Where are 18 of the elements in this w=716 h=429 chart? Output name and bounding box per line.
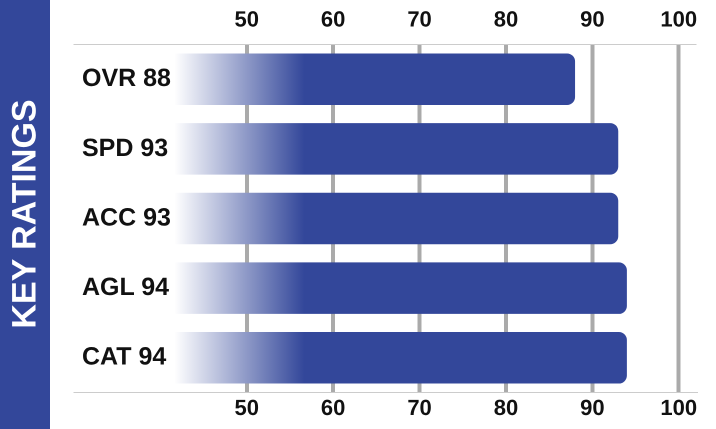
x2-tick-label: 50 <box>234 6 260 32</box>
y-tick-label: OVR 88 <box>82 64 172 92</box>
text: KEY RATINGS <box>6 99 44 329</box>
x-tick-label: 60 <box>320 394 346 420</box>
x2-tick-label: 60 <box>320 6 346 32</box>
x-tick-label: 70 <box>407 394 432 420</box>
x-tick-label: 100 <box>660 394 698 420</box>
y-tick-label: AGL 94 <box>82 273 170 302</box>
x-tick-label: 90 <box>580 394 605 420</box>
x-tick-label: 80 <box>494 394 518 420</box>
y-tick-label: SPD 93 <box>82 134 168 162</box>
x2-tick-label: 80 <box>494 6 518 32</box>
y-tick-label: CAT 94 <box>82 342 166 371</box>
x2-tick-label: 90 <box>580 6 605 32</box>
x-tick-label: 50 <box>234 394 260 420</box>
y-tick-label: ACC 93 <box>82 203 171 232</box>
x2-tick-label: 70 <box>407 6 432 32</box>
x2-tick-label: 100 <box>660 6 698 32</box>
